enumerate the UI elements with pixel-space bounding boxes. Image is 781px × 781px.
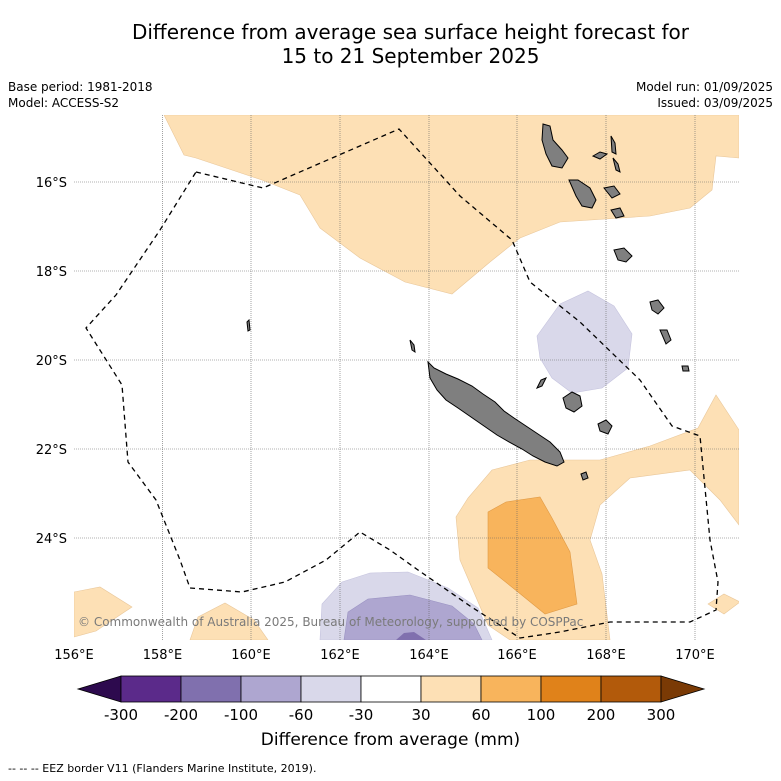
title-line-1: Difference from average sea surface heig…: [131, 20, 690, 44]
new-caledonia-main-island: [427, 360, 565, 467]
island-espiritu-santo: [541, 123, 569, 169]
colorbar-tick-5: -30: [349, 706, 374, 724]
colorbar-tick-9: 200: [587, 706, 616, 724]
meta-left: Base period: 1981-2018 Model: ACCESS-S2: [8, 79, 153, 111]
gridlines: [74, 115, 739, 640]
lat-tick-24s: 24°S: [36, 532, 67, 547]
island-maewo: [610, 135, 617, 155]
island-ambae: [591, 151, 609, 160]
model-name: Model: ACCESS-S2: [8, 96, 120, 110]
meta-right: Model run: 01/09/2025 Issued: 03/09/2025: [636, 79, 773, 111]
longitude-labels: 156°E 158°E 160°E 162°E 164°E 166°E 168°…: [54, 648, 715, 663]
lon-tick-156: 156°E: [54, 648, 94, 663]
lon-tick-164: 164°E: [409, 648, 449, 663]
colorbar-bin-6: [420, 675, 482, 703]
lat-tick-16s: 16°S: [36, 176, 67, 191]
colorbar: [76, 675, 706, 703]
colorbar-extend-high: [660, 675, 706, 703]
island-erromango: [649, 299, 665, 315]
colorbar-tick-1: -300: [104, 706, 138, 724]
island-efate: [613, 247, 633, 263]
island-lifou: [562, 391, 583, 413]
copyright-credit: © Commonwealth of Australia 2025, Bureau…: [78, 615, 583, 629]
lon-tick-158: 158°E: [143, 648, 183, 663]
colorbar-bin-7: [480, 675, 542, 703]
lat-tick-20s: 20°S: [36, 354, 67, 369]
positive-anomaly-east-small: [707, 593, 739, 615]
colorbar-tick-8: 100: [527, 706, 556, 724]
title-line-2: 15 to 21 September 2025: [281, 44, 540, 68]
land: [246, 123, 690, 481]
colorbar-tick-2: -200: [164, 706, 198, 724]
lon-tick-160: 160°E: [231, 648, 271, 663]
island-ouvea: [535, 377, 548, 389]
eez-footnote: -- -- -- EEZ border V11 (Flanders Marine…: [8, 762, 317, 775]
issued-date: Issued: 03/09/2025: [657, 96, 773, 110]
map-title: Difference from average sea surface heig…: [0, 20, 781, 68]
colorbar-label: Difference from average (mm): [260, 730, 521, 750]
colorbar-bin-8: [540, 675, 602, 703]
positive-anomaly-southwest: [74, 586, 133, 638]
colorbar-tick-10: 300: [647, 706, 676, 724]
positive-anomaly-north: [163, 115, 739, 295]
island-pentecost: [612, 157, 621, 173]
eez-border: [85, 128, 719, 639]
colorbar-tick-7: 60: [471, 706, 490, 724]
lon-tick-162: 162°E: [320, 648, 360, 663]
colorbar-bin-3: [240, 675, 302, 703]
colorbar-bin-4: [300, 675, 362, 703]
positive-anomaly-south-small: [189, 602, 269, 640]
island-tanna: [659, 329, 672, 345]
colorbar-bin-1: [120, 675, 182, 703]
base-period: Base period: 1981-2018: [8, 80, 153, 94]
negative-anomaly-south-dark: [396, 632, 426, 640]
colorbar-tick-6: 30: [411, 706, 430, 724]
island-aneityum: [681, 365, 690, 372]
colorbar-tick-3: -100: [224, 706, 258, 724]
latitude-labels: 16°S 18°S 20°S 22°S 24°S: [36, 176, 67, 547]
negative-anomaly-east: [536, 290, 633, 394]
island-ambrym: [603, 185, 621, 199]
island-mare: [597, 419, 613, 435]
colorbar-ticks: -300 -200 -100 -60 -30 30 60 100 200 300: [104, 706, 675, 724]
island-epi: [610, 207, 625, 219]
colorbar-bin-5: [360, 675, 422, 703]
lon-tick-170: 170°E: [675, 648, 715, 663]
negative-anomaly-south-mid: [343, 594, 483, 640]
lat-tick-22s: 22°S: [36, 443, 67, 458]
map-area: [74, 115, 739, 640]
positive-anomaly-core: [487, 496, 578, 615]
colorbar-extend-low: [76, 675, 122, 703]
lat-tick-18s: 18°S: [36, 265, 67, 280]
colorbar-bin-9: [600, 675, 662, 703]
island-belep: [409, 339, 416, 354]
island-pines: [580, 471, 589, 481]
lon-tick-166: 166°E: [497, 648, 537, 663]
island-chesterfield: [246, 318, 251, 332]
island-malekula: [568, 179, 597, 209]
lon-tick-168: 168°E: [586, 648, 626, 663]
colorbar-tick-4: -60: [289, 706, 314, 724]
colorbar-bin-2: [180, 675, 242, 703]
model-run: Model run: 01/09/2025: [635, 80, 773, 94]
